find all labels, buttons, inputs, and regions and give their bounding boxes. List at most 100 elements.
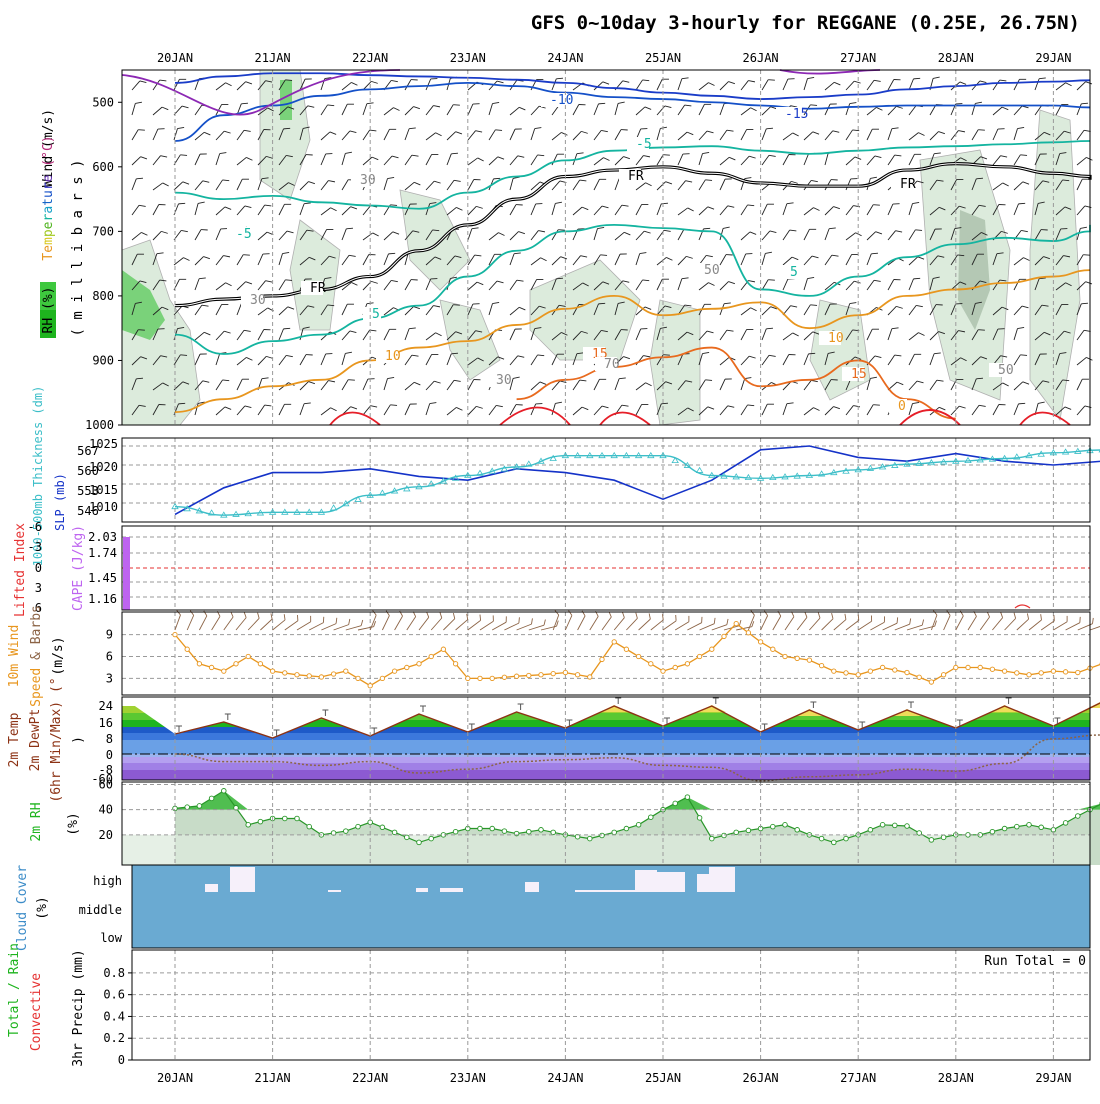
wind-barb-staff	[552, 203, 555, 215]
wind-barb-staff	[279, 231, 287, 240]
surface-wind-barb-staff	[236, 618, 246, 630]
wind-barb-flag	[519, 305, 525, 312]
contour-label: -10	[550, 93, 573, 108]
rh-marker	[832, 840, 837, 845]
wind-barb-staff	[762, 355, 769, 365]
wind-speed-marker	[368, 684, 372, 688]
wind-barb	[615, 79, 629, 94]
wind-barb-staff	[594, 379, 599, 390]
wind-barb-flag	[787, 201, 794, 206]
wind-barb	[489, 231, 505, 245]
wind-barb-flag	[388, 251, 395, 256]
surface-wind-barb-staff	[321, 624, 336, 630]
surface-wind-barb-staff	[687, 623, 701, 630]
wind-barb	[825, 101, 837, 117]
surface-wind-barb	[366, 611, 378, 630]
wind-barb-staff	[1077, 330, 1084, 340]
wind-barb-staff	[888, 231, 896, 240]
wind-barb-staff	[153, 183, 163, 190]
wind-barb-staff	[762, 253, 765, 265]
wind-barb-flag	[515, 126, 522, 131]
surface-wind-barb-staff	[1041, 621, 1054, 630]
wind-barb	[321, 130, 336, 144]
wind-barb	[930, 102, 943, 118]
wind-barb	[342, 205, 357, 220]
wind-barb-flag	[162, 105, 168, 111]
wind-barb	[867, 106, 882, 120]
wind-barb	[531, 256, 547, 270]
surface-wind-barb-flag	[543, 619, 547, 625]
wind-barb-flag	[414, 380, 420, 387]
wind-barb-staff	[258, 405, 265, 415]
wind-barb	[468, 101, 480, 117]
wind-speed-marker	[283, 671, 287, 675]
wind-barb	[1014, 352, 1027, 368]
wind-barb-flag	[666, 180, 672, 186]
contour-label: 50	[998, 363, 1014, 378]
wind-barb-flag	[371, 79, 377, 85]
wind-barb-flag	[493, 101, 500, 106]
wind10-axis-label: 10m Wind	[7, 625, 22, 688]
wind-barb	[1014, 180, 1029, 195]
wind-barb-flag	[454, 378, 461, 384]
wind-speed-marker	[1076, 670, 1080, 674]
wind-barb-staff	[825, 104, 830, 115]
surface-wind-barb-flag	[673, 615, 678, 621]
wind-barb-flag	[373, 231, 379, 238]
wind-barb	[489, 127, 502, 143]
thickness-marker	[233, 511, 239, 516]
wind-barb-staff	[783, 404, 787, 415]
surface-wind-barb-staff	[785, 617, 794, 630]
surface-wind-barb-flag	[464, 614, 470, 620]
wind-barb	[951, 80, 966, 94]
wind-barb-flag	[136, 176, 143, 181]
wind-barb-staff	[132, 205, 139, 215]
wind-barb	[342, 351, 352, 367]
wind-barb-flag	[937, 378, 944, 384]
cloud-high-bar	[328, 890, 341, 892]
wind-barb-staff	[321, 408, 331, 415]
wind-barb-flag	[810, 102, 817, 108]
wind-barb-flag	[246, 356, 252, 363]
wind-barb-staff	[804, 380, 811, 390]
wind-barb-flag	[244, 328, 251, 334]
wind-barb	[636, 402, 648, 418]
temperature-axis-char: e	[41, 174, 56, 182]
wind-barb-staff	[195, 132, 204, 140]
wind-barb-flag	[854, 79, 860, 85]
wind-barb-staff	[594, 206, 602, 215]
wind-barb-staff	[1014, 182, 1023, 190]
wind-barb	[720, 376, 732, 392]
wind-barb	[741, 278, 755, 294]
wind-barb-staff	[573, 256, 581, 265]
wind-barb-staff	[888, 306, 896, 315]
wind-barb-flag	[306, 352, 313, 358]
wind-barb	[216, 151, 226, 167]
wind-barb-staff	[720, 206, 728, 215]
wind-barb-flag	[283, 251, 290, 256]
wind-barb-staff	[216, 83, 226, 90]
wind-barb-staff	[762, 404, 767, 415]
wind-barb-staff	[153, 231, 161, 240]
cloud-high-bar	[575, 890, 635, 892]
rh-marker	[246, 822, 251, 827]
wind-barb	[615, 101, 625, 117]
cloud-cover-background	[132, 865, 1090, 948]
surface-wind-barb-flag	[385, 611, 391, 616]
wind-speed-marker	[185, 647, 189, 651]
wind-speed-marker	[795, 656, 799, 660]
wind-speed-marker	[1039, 671, 1043, 675]
surface-wind-barb-flag	[360, 620, 364, 626]
wind-barb	[909, 276, 920, 292]
wind-barb	[1014, 256, 1030, 270]
lifted-index-tick-label: 3	[35, 581, 42, 595]
cloud-level-label: low	[100, 931, 122, 945]
wind-barb-flag	[727, 128, 734, 134]
wind-barb	[384, 78, 398, 94]
wind-barb-staff	[342, 207, 351, 215]
wind-barb-flag	[686, 254, 692, 260]
wind-barb	[132, 101, 142, 117]
temperature-axis-label: Temperature (°C)	[41, 135, 56, 260]
wind-speed-marker	[783, 654, 787, 658]
temperature-axis-char: r	[41, 213, 56, 221]
